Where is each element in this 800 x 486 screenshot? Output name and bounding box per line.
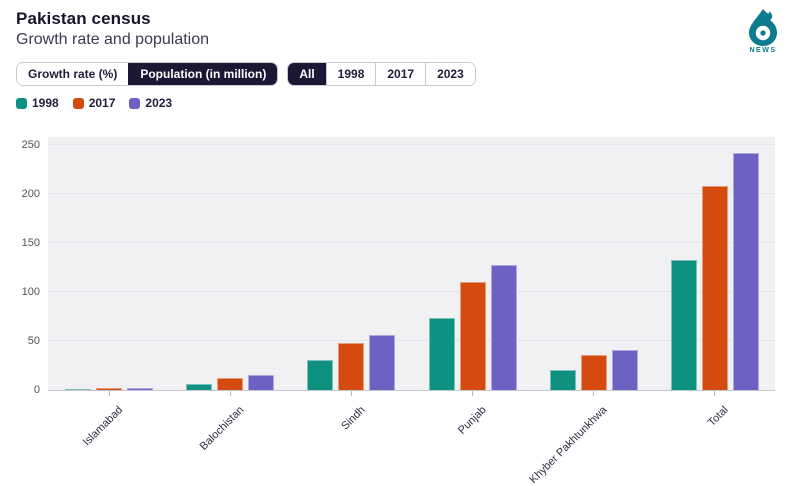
- gridline-250: [48, 144, 775, 145]
- x-axis-tick-khyber-pakhtunkhwa: [593, 391, 594, 396]
- x-axis-label-islamabad: Islamabad: [81, 404, 126, 449]
- y-axis-label-250: 250: [21, 139, 40, 151]
- bar-balochistan-2023[interactable]: [247, 375, 274, 390]
- bar-punjab-2023[interactable]: [490, 265, 517, 390]
- legend-label: 1998: [32, 96, 59, 110]
- page-subtitle: Growth rate and population: [16, 31, 210, 48]
- y-axis-label-200: 200: [21, 188, 40, 200]
- filter-1998[interactable]: 1998: [325, 63, 376, 85]
- x-axis-tick-islamabad: [109, 391, 110, 396]
- bar-islamabad-2023[interactable]: [126, 388, 153, 390]
- y-axis-label-0: 0: [33, 384, 40, 396]
- toggle-growth-rate[interactable]: Growth rate (%): [17, 63, 129, 85]
- x-axis-tick-punjab: [472, 391, 473, 396]
- y-axis-label-100: 100: [21, 286, 40, 298]
- logo-news-label: NEWS: [749, 47, 777, 54]
- bar-khyber-pakhtunkhwa-2023[interactable]: [611, 350, 638, 390]
- bar-khyber-pakhtunkhwa-1998[interactable]: [549, 370, 576, 390]
- bar-sindh-2023[interactable]: [368, 335, 395, 390]
- bar-sindh-1998[interactable]: [306, 360, 333, 390]
- bar-khyber-pakhtunkhwa-2017[interactable]: [580, 355, 607, 390]
- news-logo: NEWS: [740, 8, 786, 54]
- x-axis-tick-total: [714, 391, 715, 396]
- bar-total-2017[interactable]: [701, 186, 728, 390]
- filter-2017[interactable]: 2017: [375, 63, 426, 85]
- x-axis-label-punjab: Punjab: [455, 404, 489, 437]
- flame-drop-icon: [740, 8, 786, 46]
- legend-item-1998: 1998: [16, 96, 59, 110]
- legend-swatch-2017: [72, 97, 84, 109]
- legend-item-2017: 2017: [72, 96, 116, 110]
- y-axis-label-150: 150: [21, 237, 40, 249]
- bar-islamabad-1998[interactable]: [64, 389, 91, 390]
- filter-all[interactable]: All: [288, 63, 326, 85]
- toggle-population-in-million[interactable]: Population (in million): [128, 63, 278, 85]
- bar-punjab-1998[interactable]: [428, 318, 455, 390]
- gridline-150: [48, 242, 775, 243]
- x-axis-tick-balochistan: [230, 391, 231, 396]
- bar-punjab-2017[interactable]: [459, 282, 486, 390]
- y-axis-label-50: 50: [27, 335, 40, 347]
- bar-group-sindh: [290, 137, 411, 390]
- legend-swatch-2023: [129, 97, 141, 109]
- bar-group-punjab: [412, 137, 533, 390]
- x-axis-label-total: Total: [705, 404, 731, 429]
- bar-group-total: [654, 137, 775, 390]
- gridline-200: [48, 193, 775, 194]
- legend-label: 2017: [88, 96, 116, 110]
- x-axis-label-khyber-pakhtunkhwa: Khyber Pakhtunkhwa: [527, 404, 610, 486]
- legend-item-2023: 2023: [129, 96, 172, 110]
- bar-balochistan-2017[interactable]: [216, 378, 243, 390]
- bar-group-khyber-pakhtunkhwa: [533, 137, 654, 390]
- chart-legend: 1998 2017 2023: [16, 96, 172, 110]
- bar-islamabad-2017[interactable]: [95, 388, 122, 390]
- gridline-50: [48, 340, 775, 341]
- year-filter-group: All 1998 2017 2023: [287, 62, 476, 86]
- bar-group-balochistan: [169, 137, 290, 390]
- gridline-100: [48, 291, 775, 292]
- bar-total-1998[interactable]: [670, 260, 697, 390]
- chart-controls: Growth rate (%) Population (in million) A…: [16, 62, 476, 86]
- page-title: Pakistan census: [16, 9, 151, 28]
- x-axis-label-sindh: Sindh: [339, 404, 368, 433]
- bar-sindh-2017[interactable]: [337, 343, 364, 390]
- legend-label: 2023: [145, 96, 173, 110]
- bar-balochistan-1998[interactable]: [185, 384, 212, 390]
- plot-area: [48, 137, 775, 391]
- legend-swatch-1998: [16, 97, 27, 109]
- filter-2023[interactable]: 2023: [425, 63, 475, 85]
- bar-total-2023[interactable]: [732, 153, 759, 390]
- bar-group-islamabad: [48, 137, 169, 390]
- x-axis-tick-sindh: [351, 391, 352, 396]
- x-axis-label-balochistan: Balochistan: [197, 404, 247, 453]
- metric-toggle-group: Growth rate (%) Population (in million): [16, 62, 279, 86]
